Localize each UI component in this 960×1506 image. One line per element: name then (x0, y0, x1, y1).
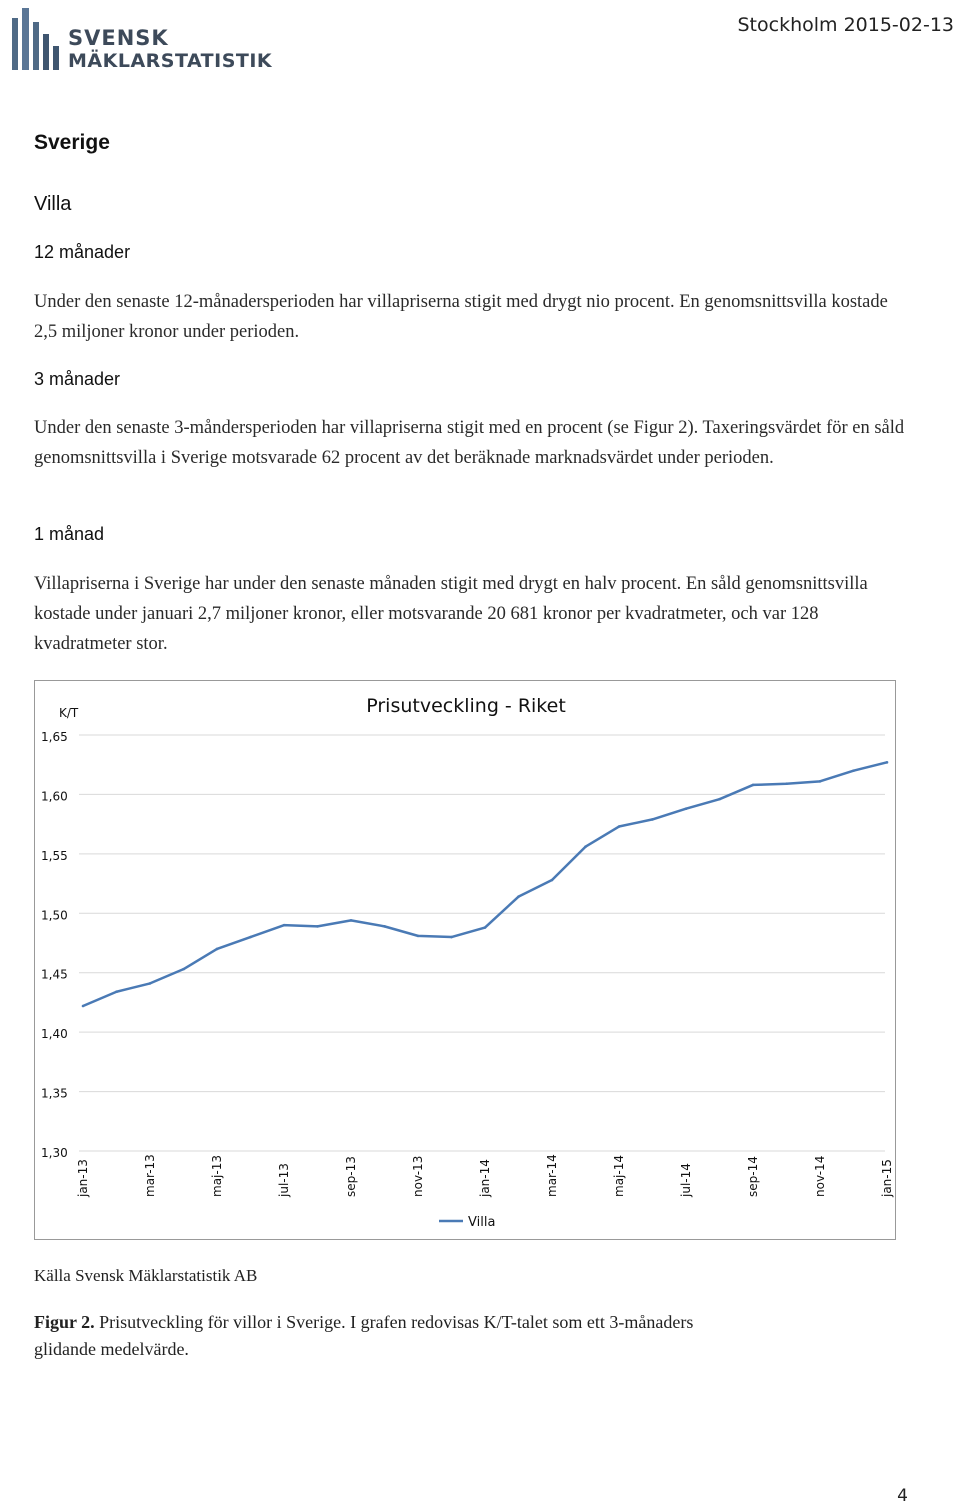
x-tick-label: jan-14 (478, 1159, 492, 1198)
data-point (182, 967, 185, 971)
section-title: Sverige (34, 131, 110, 154)
logo-text-line1: SVENSK (68, 26, 169, 50)
series-line-villa (82, 761, 888, 1008)
data-point (282, 923, 286, 927)
price-chart: Prisutveckling - Riket K/T 1,65 1,60 1,55 1… (34, 680, 896, 1240)
paragraph-1-month: Villapriserna i Sverige har under den se… (34, 574, 868, 654)
data-point (852, 769, 855, 772)
data-point (349, 919, 353, 922)
chart-y-label: K/T (59, 706, 79, 720)
figure-label: Figur 2. (34, 1312, 95, 1332)
heading-1-month: 1 månad (34, 524, 105, 544)
data-point (885, 761, 889, 764)
data-point (617, 825, 621, 828)
y-tick-label: 1,55 (41, 849, 68, 863)
data-point (651, 818, 654, 821)
paragraph-12-months: Under den senaste 12-månadersperioden ha… (34, 292, 888, 342)
x-tick-label: sep-13 (344, 1156, 358, 1197)
subsection-title: Villa (34, 193, 72, 215)
data-point (215, 947, 219, 951)
figure-caption: Figur 2. Prisutveckling för villor i Sve… (34, 1309, 714, 1363)
document-date: Stockholm 2015-02-13 (737, 14, 955, 36)
bar-logo-icon (12, 8, 59, 70)
data-point (517, 895, 520, 898)
data-point (684, 807, 688, 810)
y-tick-label: 1,35 (41, 1087, 68, 1101)
y-tick-label: 1,65 (41, 730, 68, 744)
x-tick-label: jul-13 (277, 1163, 291, 1198)
x-tick-label: sep-14 (746, 1156, 760, 1197)
x-tick-label: nov-13 (411, 1156, 425, 1197)
logo-text-line2: MÄKLARSTATISTIK (68, 50, 273, 72)
data-point (483, 926, 487, 929)
data-point (148, 982, 152, 985)
x-tick-label: jan-15 (880, 1159, 894, 1198)
x-tick-label: jan-13 (76, 1159, 90, 1198)
data-point (316, 925, 319, 928)
x-tick-label: nov-14 (813, 1156, 827, 1197)
x-tick-label: maj-14 (612, 1155, 626, 1197)
data-point (785, 782, 788, 786)
data-point (450, 935, 453, 939)
figure-caption-text: Prisutveckling för villor i Sverige. I g… (34, 1312, 694, 1359)
price-chart-svg: Prisutveckling - Riket K/T 1,65 1,60 1,55 1… (41, 695, 894, 1230)
y-tick-label: 1,50 (41, 908, 68, 922)
x-tick-label: maj-13 (210, 1155, 224, 1197)
source-note: Källa Svensk Mäklarstatistik AB (34, 1266, 258, 1285)
data-point (818, 780, 822, 783)
y-tick-label: 1,30 (41, 1146, 68, 1160)
y-tick-label: 1,60 (41, 789, 68, 803)
page-number: 4 (897, 1486, 908, 1506)
heading-12-months: 12 månader (34, 242, 131, 262)
heading-3-months: 3 månader (34, 369, 121, 389)
data-point (751, 783, 755, 787)
legend-label: Villa (468, 1215, 495, 1230)
data-point (718, 797, 721, 801)
y-tick-label: 1,45 (41, 968, 68, 982)
paragraph-3-months: Under den senaste 3-måndersperioden har … (34, 418, 905, 468)
data-point (383, 925, 386, 928)
x-tick-label: mar-14 (545, 1154, 559, 1197)
data-point (584, 845, 587, 849)
data-point (115, 990, 118, 994)
data-point (81, 1004, 85, 1008)
data-point (249, 935, 252, 939)
x-tick-label: jul-14 (679, 1163, 693, 1198)
data-point (550, 878, 554, 882)
chart-title: Prisutveckling - Riket (366, 695, 566, 717)
logo: SVENSK MÄKLARSTATISTIK (10, 6, 280, 72)
y-tick-label: 1,40 (41, 1027, 68, 1041)
data-point (416, 934, 420, 938)
x-tick-label: mar-13 (143, 1154, 157, 1197)
